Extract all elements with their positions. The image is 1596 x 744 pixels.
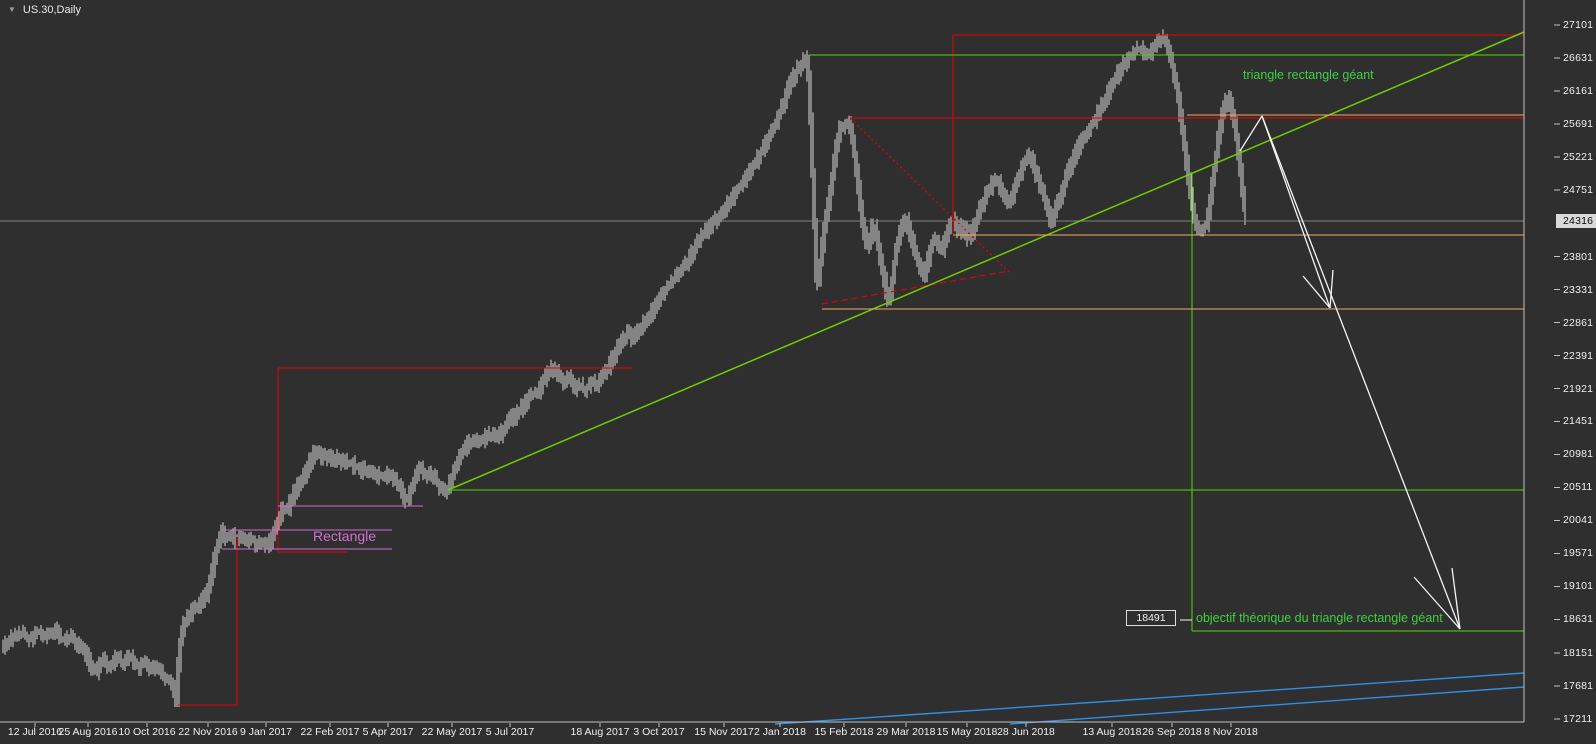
time-axis-label: 10 Oct 2016 — [118, 726, 176, 738]
white-arrow-mid-barb-l[interactable] — [1302, 275, 1331, 309]
price-axis-label: 22391 — [1563, 349, 1594, 362]
price-axis-label: 24751 — [1563, 183, 1594, 196]
time-axis-label: 5 Jul 2017 — [485, 726, 535, 738]
price-axis-label: 20511 — [1563, 481, 1593, 494]
red-triangle-hypotenuse[interactable] — [849, 117, 1010, 273]
time-axis-label: 18 Aug 2017 — [570, 726, 630, 738]
red-triangle-base[interactable] — [821, 270, 1010, 305]
price-axis-label: 25691 — [1563, 117, 1594, 130]
price-axis-label: 23801 — [1563, 250, 1594, 263]
price-axis-label: 26161 — [1563, 84, 1594, 97]
objective-label[interactable]: objectif théorique du triangle rectangle… — [1196, 611, 1443, 625]
time-axis-label: 13 Aug 2018 — [1082, 726, 1142, 738]
time-axis-label: 2 Jan 2018 — [754, 726, 806, 738]
price-axis-label: 21921 — [1563, 382, 1594, 395]
drawn-objects[interactable] — [178, 31, 1525, 725]
axes-frame — [0, 0, 1560, 727]
blue-trendline-1[interactable] — [774, 672, 1525, 725]
price-axis-label: 17681 — [1563, 680, 1594, 693]
time-axis-label: 3 Oct 2017 — [633, 726, 685, 738]
price-axis-label: 22861 — [1563, 316, 1594, 329]
rectangle-label[interactable]: Rectangle — [313, 528, 377, 544]
white-projection-up[interactable] — [1239, 115, 1263, 152]
time-axis-label: 29 Mar 2018 — [876, 726, 936, 738]
time-axis-label: 26 Sep 2018 — [1142, 726, 1202, 738]
price-axis-label: 17211 — [1563, 713, 1593, 726]
time-axis-label: 28 Jun 2018 — [997, 726, 1055, 738]
time-axis-label: 8 Nov 2018 — [1204, 726, 1258, 738]
price-axis-label: 20041 — [1563, 514, 1594, 527]
triangle-label[interactable]: triangle rectangle géant — [1243, 68, 1374, 82]
time-axis-label: 9 Jan 2017 — [240, 726, 292, 738]
chevron-down-icon[interactable]: ▼ — [8, 5, 16, 14]
time-axis-label: 25 Aug 2016 — [58, 726, 118, 738]
white-arrow-long-barb-r[interactable] — [1451, 567, 1461, 630]
price-axis-label: 21451 — [1563, 415, 1594, 428]
price-axis-label: 19571 — [1563, 547, 1594, 560]
price-axis-label: 18631 — [1563, 613, 1594, 626]
time-axis-label: 22 May 2017 — [421, 726, 483, 738]
white-arrow-mid-shaft[interactable] — [1261, 115, 1331, 309]
price-axis-label: 25221 — [1563, 150, 1594, 163]
target-price-label[interactable]: 18491 — [1126, 610, 1176, 626]
price-axis-label: 23331 — [1563, 283, 1594, 296]
white-arrow-mid-barb-r[interactable] — [1329, 269, 1334, 309]
time-axis-label: 15 May 2018 — [936, 726, 998, 738]
time-axis-label: 5 Apr 2017 — [362, 726, 414, 738]
symbol-text: US.30,Daily — [22, 4, 81, 16]
time-axis-label: 22 Feb 2017 — [300, 726, 360, 738]
time-axis-label: 15 Nov 2017 — [694, 726, 754, 738]
price-axis-label: 20981 — [1563, 448, 1594, 461]
price-axis-label: 27101 — [1563, 19, 1594, 31]
price-axis-label: 19101 — [1563, 580, 1594, 593]
time-axis-label: 12 Jul 2016 — [7, 726, 63, 738]
white-arrow-long-barb-l[interactable] — [1413, 576, 1461, 630]
price-axis-label: 18151 — [1563, 647, 1594, 660]
price-axis-label: 26631 — [1563, 51, 1594, 64]
time-axis-label: 15 Feb 2018 — [814, 726, 874, 738]
blue-trendline-2[interactable] — [1009, 686, 1525, 725]
time-axis-label: 22 Nov 2016 — [178, 726, 238, 738]
white-arrow-long-shaft[interactable] — [1261, 115, 1461, 630]
symbol-timeframe-label: ▼ US.30,Daily — [8, 4, 81, 16]
green-trendline[interactable] — [447, 31, 1525, 491]
current-price-marker: 24316 — [1556, 214, 1596, 228]
